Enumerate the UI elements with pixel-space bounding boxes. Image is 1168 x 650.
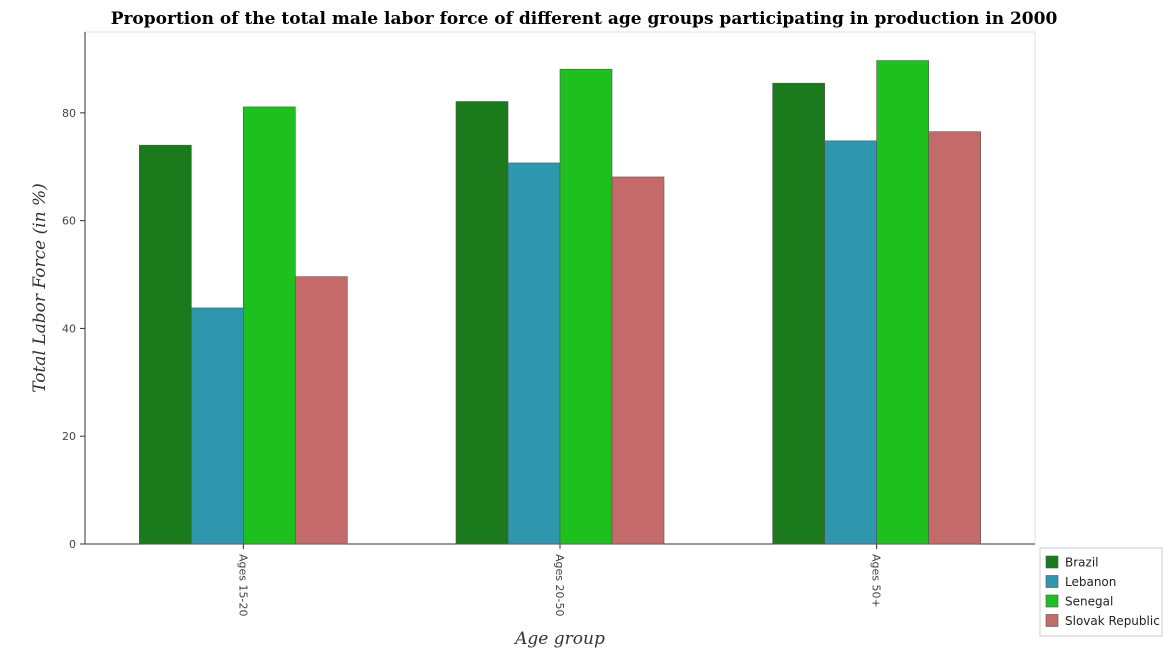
legend-label: Senegal bbox=[1065, 595, 1113, 609]
x-tick-label: Ages 20-50 bbox=[553, 554, 566, 616]
y-tick-label: 40 bbox=[62, 322, 76, 335]
bar-brazil-ages-15-20 bbox=[139, 144, 192, 545]
x-tick-label: Ages 50+ bbox=[870, 554, 883, 608]
y-tick-label: 80 bbox=[62, 107, 76, 120]
legend-swatch bbox=[1045, 575, 1059, 588]
bar-senegal-ages-15-20 bbox=[243, 106, 296, 545]
y-axis: 0 20 40 60 80 bbox=[62, 32, 86, 551]
bar-slovak-republic-ages-15-20 bbox=[295, 276, 348, 545]
legend-swatch bbox=[1045, 594, 1059, 608]
bar-brazil-ages-50- bbox=[772, 82, 825, 545]
legend-swatch bbox=[1045, 555, 1059, 569]
y-axis-title: Total Labor Force (in %) bbox=[30, 183, 50, 393]
y-tick-label: 60 bbox=[62, 215, 76, 228]
y-tick-label: 20 bbox=[62, 430, 76, 443]
chart-title: Proportion of the total male labor force… bbox=[111, 9, 1058, 29]
x-axis: Ages 15-20 Ages 20-50 Ages 50+ bbox=[85, 543, 1035, 616]
legend-label: Brazil bbox=[1065, 556, 1099, 570]
legend-label: Slovak Republic bbox=[1065, 614, 1160, 628]
x-tick-label: Ages 15-20 bbox=[236, 554, 249, 616]
legend-box bbox=[1039, 547, 1163, 637]
legend-swatch bbox=[1045, 614, 1059, 627]
bar-slovak-republic-ages-20-50 bbox=[611, 176, 665, 545]
legend-label: Lebanon bbox=[1065, 575, 1116, 589]
bar-senegal-ages-20-50 bbox=[559, 68, 613, 545]
x-axis-title: Age group bbox=[513, 629, 605, 649]
bar-lebanon-ages-15-20 bbox=[191, 307, 244, 545]
bar-lebanon-ages-20-50 bbox=[507, 162, 561, 545]
bar-lebanon-ages-50- bbox=[824, 140, 877, 545]
legend: Brazil Lebanon Senegal Slovak Republic bbox=[1039, 547, 1163, 637]
bars bbox=[139, 60, 981, 545]
y-tick-label: 0 bbox=[69, 538, 76, 551]
bar-slovak-republic-ages-50- bbox=[928, 131, 981, 545]
bar-senegal-ages-50- bbox=[876, 60, 929, 545]
bar-brazil-ages-20-50 bbox=[455, 101, 509, 545]
